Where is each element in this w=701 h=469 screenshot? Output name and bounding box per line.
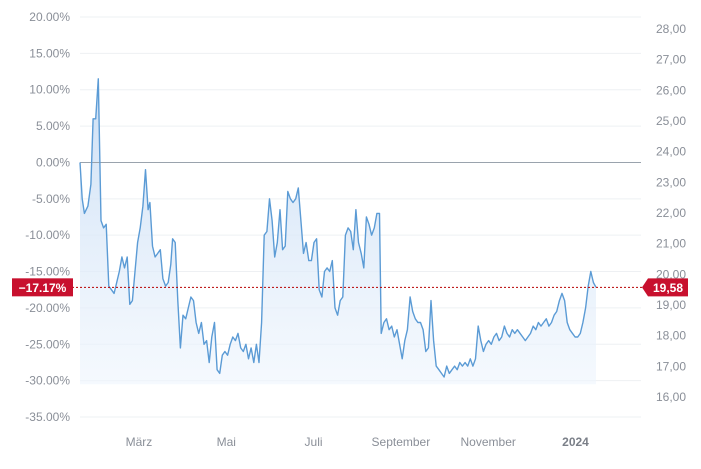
right-tick-label: 21,00 (656, 237, 686, 251)
right-tick-label: 20,00 (656, 267, 686, 281)
left-tick-label: -15.00% (25, 265, 70, 279)
right-tick-label: 19,00 (656, 298, 686, 312)
left-tick-label: -20.00% (25, 301, 70, 315)
right-tick-label: 27,00 (656, 53, 686, 67)
right-tick-label: 28,00 (656, 22, 686, 36)
right-tick-label: 16,00 (656, 390, 686, 404)
x-tick-label: Mai (217, 435, 236, 449)
right-tick-label: 22,00 (656, 206, 686, 220)
left-axis: 20.00% 15.00% 10.00% 5.00% 0.00% -5.00% -10.00… (25, 10, 70, 424)
x-tick-label: 2024 (562, 435, 589, 449)
current-value-badges: −17.17% 19,58 (12, 278, 688, 297)
current-percent-label: −17.17% (19, 281, 67, 295)
x-tick-label: November (461, 435, 516, 449)
left-tick-label: -30.00% (25, 374, 70, 388)
left-tick-label: 15.00% (29, 46, 70, 60)
x-tick-label: September (372, 435, 431, 449)
left-tick-label: -35.00% (25, 410, 70, 424)
series-area (80, 78, 596, 385)
area-layer (80, 78, 596, 385)
current-price-badge-bg (642, 278, 688, 297)
current-percent-badge: −17.17% (12, 278, 73, 297)
current-percent-badge-bg (12, 278, 73, 297)
current-price-label: 19,58 (653, 281, 683, 295)
right-tick-label: 18,00 (656, 329, 686, 343)
left-tick-label: 10.00% (29, 83, 70, 97)
x-tick-label: Juli (305, 435, 323, 449)
x-axis: März Mai Juli September November 2024 (126, 435, 590, 449)
right-tick-label: 25,00 (656, 114, 686, 128)
line-layer (79, 78, 597, 378)
right-tick-label: 23,00 (656, 175, 686, 189)
right-tick-label: 26,00 (656, 83, 686, 97)
series-line (79, 78, 597, 378)
left-tick-label: -10.00% (25, 228, 70, 242)
x-tick-label: März (126, 435, 153, 449)
left-tick-label: -5.00% (32, 192, 70, 206)
right-tick-label: 24,00 (656, 145, 686, 159)
right-tick-label: 17,00 (656, 359, 686, 373)
right-axis: 28,00 27,00 26,00 25,00 24,00 23,00 22,00 21,00… (656, 22, 686, 404)
left-tick-label: 5.00% (36, 119, 70, 133)
left-tick-label: 0.00% (36, 155, 70, 169)
current-price-badge: 19,58 (642, 278, 688, 297)
left-tick-label: -25.00% (25, 337, 70, 351)
left-tick-label: 20.00% (29, 10, 70, 24)
